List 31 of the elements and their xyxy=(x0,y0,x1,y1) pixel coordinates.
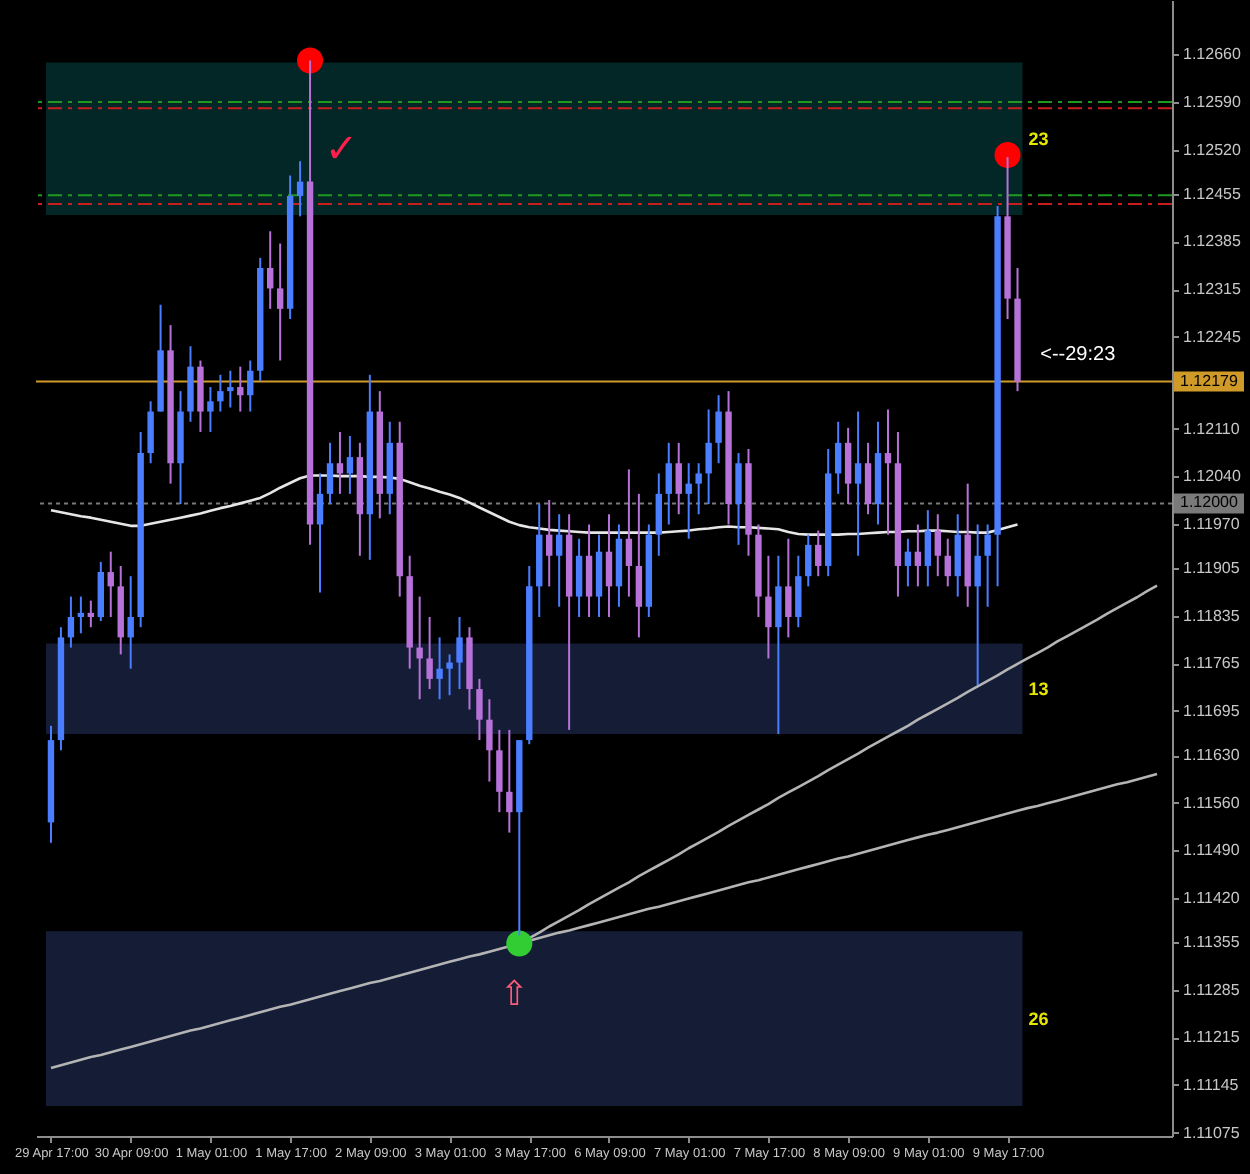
y-tick-label: 1.12110 xyxy=(1183,419,1241,438)
ref-line-label: 1.12000 xyxy=(1180,493,1239,512)
y-tick-label: 1.11355 xyxy=(1183,933,1241,952)
annotation: <--29:23 xyxy=(1040,344,1117,367)
y-tick-label: 1.11560 xyxy=(1183,793,1241,812)
band-label: 23 xyxy=(1028,128,1049,149)
y-tick-label: 1.12315 xyxy=(1183,280,1242,299)
y-tick-label: 1.11285 xyxy=(1183,980,1241,999)
y-tick-label: 1.11695 xyxy=(1183,701,1241,720)
y-tick-label: 1.11420 xyxy=(1183,888,1241,907)
annotation: ✓ xyxy=(324,123,359,172)
y-tick-label: 1.11905 xyxy=(1183,559,1241,577)
y-tick-label: 1.11215 xyxy=(1183,1028,1241,1047)
ref-line-label: 1.12179 xyxy=(1180,371,1239,390)
y-tick-label: 1.11630 xyxy=(1183,746,1241,765)
y-tick-label: 1.11765 xyxy=(1183,654,1241,673)
y-tick-label: 1.11145 xyxy=(1183,1075,1240,1094)
band-label: 13 xyxy=(1028,678,1049,699)
y-tick-label: 1.12040 xyxy=(1183,467,1242,486)
y-tick-label: 1.12660 xyxy=(1183,45,1242,64)
y-tick-label: 1.11075 xyxy=(1183,1123,1241,1142)
y-tick-label: 1.12245 xyxy=(1183,327,1242,346)
y-tick-label: 1.11490 xyxy=(1183,841,1241,860)
band-label: 26 xyxy=(1028,1008,1049,1029)
y-tick-label: 1.12520 xyxy=(1183,140,1242,159)
annotation: ⇧ xyxy=(500,975,529,1016)
y-tick-label: 1.12590 xyxy=(1183,93,1242,112)
y-tick-label: 1.12385 xyxy=(1183,232,1242,251)
y-tick-label: 1.11835 xyxy=(1183,606,1241,625)
y-tick-label: 1.11970 xyxy=(1183,514,1241,533)
y-tick-label: 1.12455 xyxy=(1183,184,1242,203)
